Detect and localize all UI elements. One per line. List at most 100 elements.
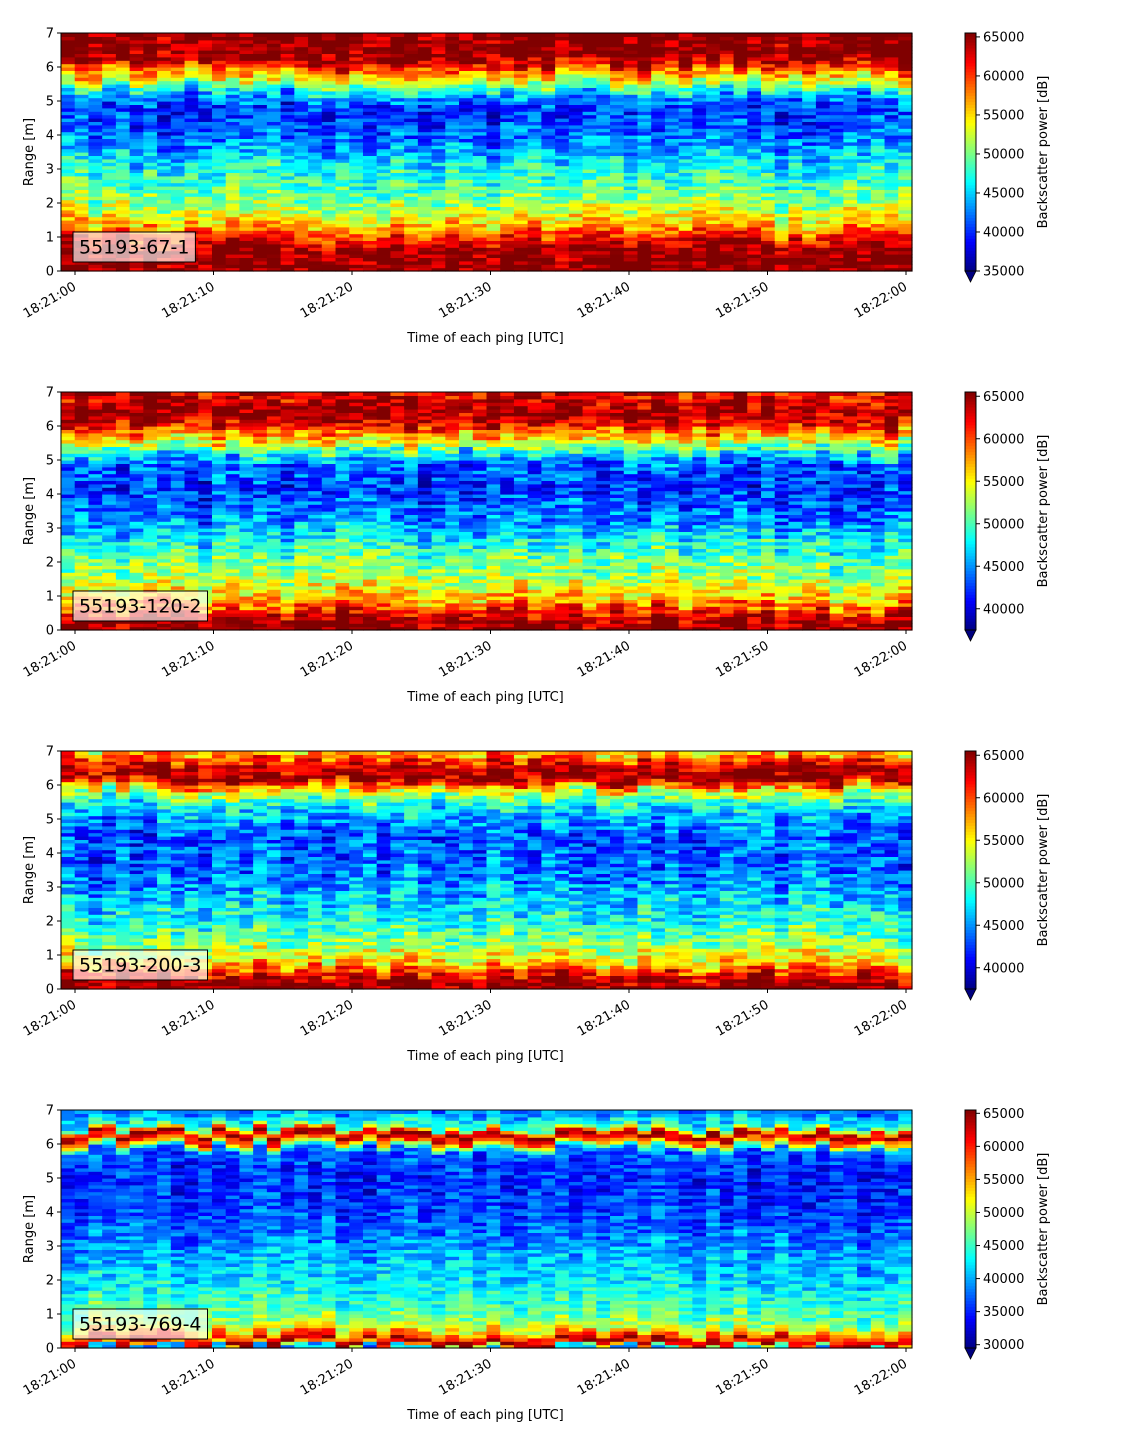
heatmap-cell — [321, 148, 337, 153]
heatmap-cell — [417, 209, 433, 214]
heatmap-cell — [404, 206, 419, 211]
heatmap-cell — [815, 141, 831, 146]
heatmap-cell — [431, 33, 446, 37]
heatmap-cell — [651, 56, 666, 61]
heatmap-cell — [527, 131, 543, 136]
heatmap-cell — [115, 158, 131, 163]
heatmap-cell — [102, 402, 117, 407]
heatmap-cell — [692, 196, 707, 201]
heatmap-cell — [294, 260, 309, 265]
heatmap-cell — [623, 192, 639, 197]
heatmap-cell — [651, 70, 666, 75]
heatmap-cell — [774, 182, 790, 187]
heatmap-cell — [719, 260, 735, 265]
heatmap-cell — [308, 264, 323, 269]
heatmap-cell — [500, 111, 515, 116]
heatmap-cell — [527, 267, 543, 272]
heatmap-cell — [637, 56, 652, 61]
heatmap-cell — [445, 250, 460, 255]
heatmap-cell — [445, 77, 460, 82]
heatmap-cell — [61, 111, 76, 116]
heatmap-cell — [115, 179, 131, 184]
heatmap-cell — [706, 121, 721, 126]
heatmap-cell — [280, 155, 295, 160]
heatmap-cell — [459, 250, 474, 255]
heatmap-cell — [692, 94, 707, 99]
heatmap-cell — [61, 46, 76, 51]
heatmap-cell — [541, 84, 556, 88]
heatmap-cell — [74, 56, 90, 61]
heatmap-cell — [678, 97, 693, 102]
heatmap-cell — [102, 182, 117, 187]
heatmap-cell — [225, 257, 241, 262]
heatmap-cell — [596, 80, 611, 85]
heatmap-cell — [651, 73, 666, 78]
heatmap-cell — [527, 87, 543, 92]
heatmap-cell — [719, 267, 735, 272]
heatmap-cell — [692, 97, 707, 102]
heatmap-cell — [308, 46, 323, 51]
heatmap-cell — [733, 87, 748, 92]
heatmap-cell — [404, 267, 419, 272]
heatmap-cell — [527, 233, 543, 238]
heatmap-cell — [253, 172, 268, 177]
heatmap-cell — [129, 148, 144, 153]
heatmap-cell — [445, 70, 460, 75]
heatmap-cell — [198, 50, 213, 54]
heatmap-cell — [651, 138, 666, 143]
heatmap-cell — [582, 101, 597, 105]
heatmap-cell — [225, 73, 241, 78]
heatmap-cell — [541, 257, 556, 262]
heatmap-cell — [651, 206, 666, 211]
heatmap-cell — [61, 179, 76, 184]
heatmap-cell — [308, 216, 323, 221]
heatmap-cell — [582, 56, 597, 61]
heatmap-cell — [74, 111, 90, 116]
heatmap-cell — [472, 155, 488, 160]
heatmap-cell — [280, 138, 295, 143]
heatmap-cell — [404, 138, 419, 143]
heatmap-cell — [102, 138, 117, 143]
heatmap-cell — [747, 254, 762, 258]
heatmap-cell — [719, 186, 735, 190]
heatmap-cell — [664, 206, 680, 211]
heatmap-cell — [349, 145, 364, 150]
heatmap-cell — [623, 43, 639, 48]
heatmap-cell — [445, 121, 460, 126]
heatmap-cell — [555, 240, 570, 245]
heatmap-cell — [102, 36, 117, 41]
heatmap-cell — [294, 206, 309, 211]
heatmap-cell — [623, 135, 639, 139]
heatmap-cell — [719, 250, 735, 255]
heatmap-cell — [170, 104, 186, 109]
heatmap-cell — [719, 213, 735, 218]
heatmap-cell — [61, 223, 76, 228]
heatmap-cell — [802, 199, 817, 204]
heatmap-cell — [541, 179, 556, 184]
heatmap-cell — [308, 138, 323, 143]
heatmap-cell — [623, 63, 639, 68]
heatmap-cell — [706, 87, 721, 92]
heatmap-cell — [747, 148, 762, 153]
heatmap-cell — [294, 220, 309, 224]
heatmap-cell — [143, 186, 158, 190]
heatmap-cell — [88, 141, 103, 146]
heatmap-cell — [129, 189, 144, 194]
heatmap-cell — [404, 114, 419, 119]
heatmap-cell — [362, 216, 378, 221]
heatmap-cell — [582, 243, 597, 248]
heatmap-cell — [664, 97, 680, 102]
heatmap-cell — [802, 264, 817, 269]
heatmap-cell — [472, 223, 488, 228]
heatmap-cell — [129, 84, 144, 88]
heatmap-cell — [692, 138, 707, 143]
heatmap-cell — [102, 111, 117, 116]
heatmap-cell — [692, 128, 707, 133]
heatmap-cell — [459, 155, 474, 160]
heatmap-cell — [788, 182, 803, 187]
heatmap-cell — [857, 233, 872, 238]
heatmap-cell — [486, 237, 501, 241]
heatmap-cell — [225, 267, 241, 272]
heatmap-cell — [376, 165, 392, 170]
heatmap-cell — [843, 209, 858, 214]
